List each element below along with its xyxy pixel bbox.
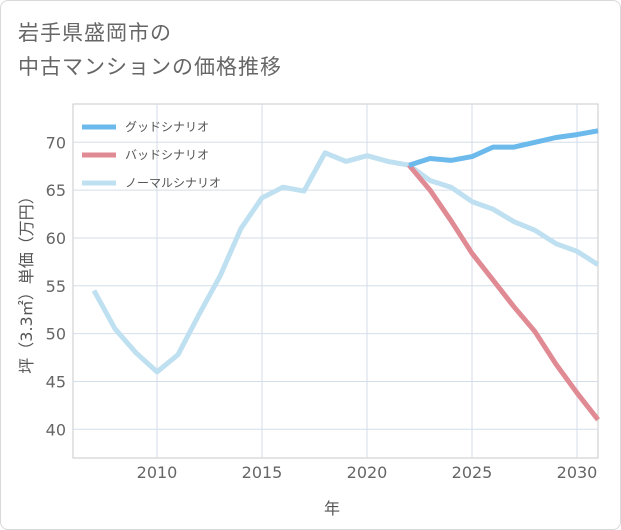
chart-title-line-1: 岩手県盛岡市の	[18, 21, 172, 45]
x-tick-label: 2030	[557, 463, 598, 482]
chart-title: 岩手県盛岡市の 中古マンションの価格推移	[18, 16, 282, 84]
y-axis-title: 坪（3.3㎡）単価（万円）	[17, 188, 36, 373]
x-axis-title: 年	[324, 499, 340, 518]
grid-lines	[73, 104, 598, 458]
series-line-3	[91, 150, 600, 375]
chart-title-line-2: 中古マンションの価格推移	[18, 55, 282, 79]
legend-label: バッドシナリオ	[125, 148, 209, 162]
y-tick-label: 65	[46, 181, 66, 200]
y-tick-label: 45	[46, 372, 66, 391]
plot-area	[72, 103, 599, 459]
series-lines	[91, 128, 600, 422]
x-tick-label: 2020	[347, 463, 388, 482]
series-line-2	[407, 163, 600, 422]
x-tick-label: 2025	[452, 463, 493, 482]
legend-label: ノーマルシナリオ	[125, 176, 221, 190]
y-tick-labels: 40 45 50 55 60 65 70	[46, 133, 66, 439]
x-tick-label: 2010	[137, 463, 178, 482]
x-tick-labels: 2010 2015 2020 2025 2030	[137, 463, 598, 482]
series-line-1	[408, 128, 599, 168]
y-tick-label: 55	[46, 277, 66, 296]
x-tick-label: 2015	[242, 463, 283, 482]
y-tick-label: 50	[46, 325, 66, 344]
y-tick-label: 70	[46, 133, 66, 152]
legend-label: グッドシナリオ	[125, 120, 209, 134]
y-tick-label: 40	[46, 420, 66, 439]
y-tick-label: 60	[46, 229, 66, 248]
